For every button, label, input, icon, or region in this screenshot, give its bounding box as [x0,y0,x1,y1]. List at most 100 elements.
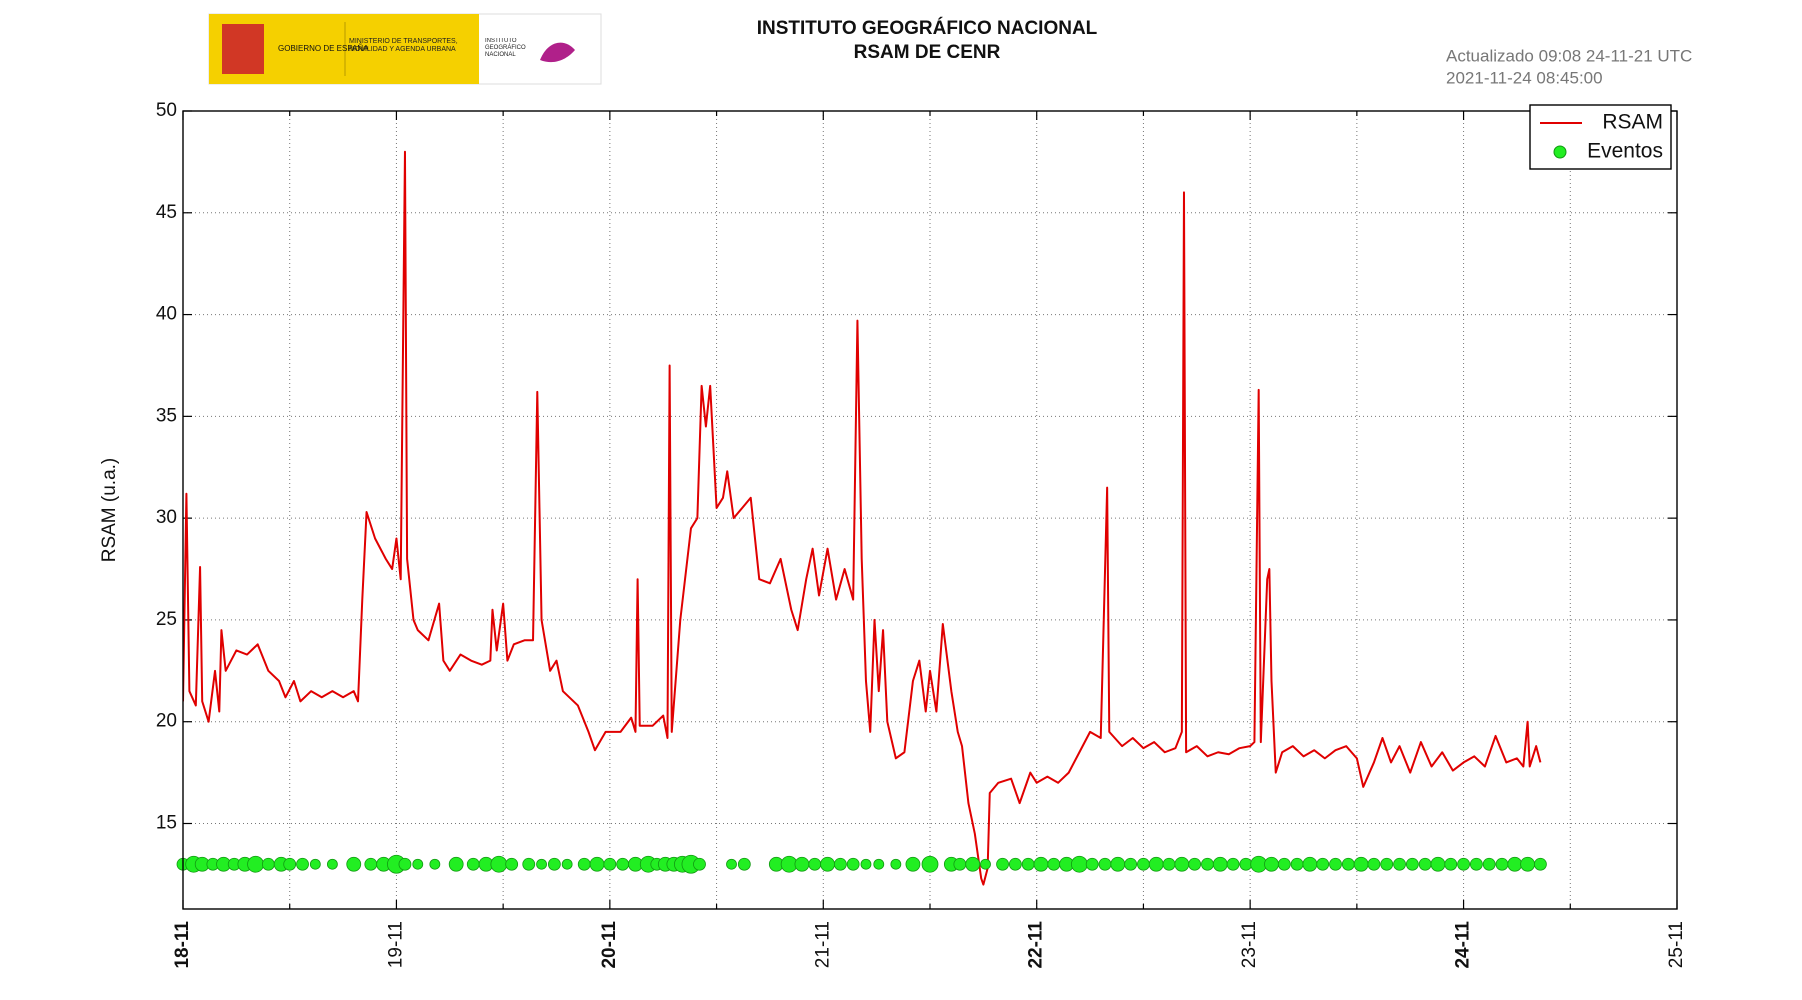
event-dot [1047,857,1061,871]
x-tick-label: 18-11 [172,921,193,969]
event-dot [1482,857,1496,871]
chart-title: INSTITUTO GEOGRÁFICO NACIONAL [757,17,1098,39]
event-dot [820,856,835,872]
logo-text: INSTITUTO GEOGRÁFICO NACIONAL [485,38,526,58]
event-dot [536,858,547,870]
event-dot [1444,857,1458,871]
x-tick-label: 23-11 [1239,921,1260,968]
event-dot [1085,857,1099,871]
event-dot [1469,857,1483,871]
event-dot [921,855,939,873]
event-dot [1495,857,1509,871]
event-dot [980,858,991,870]
event-dot [846,857,860,871]
coat-of-arms [222,24,264,74]
event-dot [547,857,561,871]
event-dot [737,857,751,871]
y-tick-label: 50 [156,100,177,121]
event-dot [1137,857,1150,871]
event-dot [1353,856,1369,872]
x-tick-label: 19-11 [385,921,406,968]
event-dot [283,857,297,871]
event-dot [1033,856,1049,872]
event-dot [1239,857,1253,871]
event-dot [833,857,847,871]
update-note: Actualizado 09:08 24-11-21 UTC [1446,46,1692,65]
y-tick-label: 15 [156,813,177,834]
event-dot [1290,857,1304,871]
legend-label: Eventos [1587,140,1663,163]
event-dot [965,856,981,872]
x-tick-label: 25-11 [1666,921,1687,968]
event-dot [1174,856,1190,872]
event-dot [522,857,536,871]
event-dot [1148,856,1164,872]
x-tick-label: 21-11 [812,921,833,968]
x-tick-label: 24-11 [1453,921,1474,969]
event-dot [1418,857,1432,871]
y-tick-label: 25 [156,609,177,630]
event-dot [1316,857,1330,871]
event-dot [346,856,362,872]
event-dot [1341,857,1355,871]
event-dot [1226,857,1240,871]
legend-box [1529,104,1672,170]
event-dot [296,857,309,871]
event-dot [490,855,508,873]
event-dot [1430,856,1446,872]
event-dot [1162,857,1176,871]
event-dot [326,858,338,870]
rsam-line [183,150,1542,886]
event-dot [448,856,464,872]
event-dot [1367,857,1381,871]
event-dot [890,858,902,870]
y-tick-label: 45 [156,202,177,223]
y-tick-label: 35 [156,405,177,426]
event-dot [860,858,872,870]
x-tick-label: 20-11 [599,921,620,969]
event-dot [794,856,810,872]
event-dot [1302,856,1318,872]
logo-text-box: INSTITUTO GEOGRÁFICO NACIONAL [485,38,526,58]
chart-subtitle: RSAM DE CENR [854,42,1001,63]
event-dot [561,858,573,870]
event-dot [1212,856,1228,872]
event-dot [1393,857,1406,871]
logo-text-box: MINISTERIO DE TRANSPORTES, MOVILIDAD Y A… [349,38,458,53]
y-tick-label: 20 [156,711,177,732]
event-dot [1071,855,1088,873]
event-dot [1110,856,1126,872]
event-dot [429,858,441,870]
event-dot [1124,857,1138,871]
event-dot [905,856,921,872]
event-dot [1264,856,1279,872]
event-dot [1277,857,1291,871]
y-tick-label: 40 [156,304,177,325]
event-dot [726,858,737,870]
event-dot [616,857,630,871]
timestamp-note: 2021-11-24 08:45:00 [1446,68,1603,87]
event-dot [466,857,480,871]
event-dot [693,857,706,871]
event-dot [873,858,885,870]
event-dot [1008,857,1022,871]
event-dot [996,857,1009,871]
event-dot [1201,857,1214,871]
event-dot [1457,857,1470,871]
y-tick-label: 30 [156,507,177,528]
event-dot [1188,857,1202,871]
event-dot [589,856,605,872]
event-dot [1329,857,1342,871]
logo: GOBIERNO DE ESPAÑA MINISTERIO DE TRANSPO… [208,13,602,85]
logo-text: GOBIERNO DE ESPAÑA [278,44,369,53]
legend-label: RSAM [1602,111,1663,134]
event-dot [577,857,591,871]
event-dot [261,857,275,871]
event-dot [1520,856,1535,872]
event-dot [398,857,412,871]
event-dot [953,857,967,871]
event-dot [1507,856,1523,872]
plot-frame [182,110,1678,910]
event-dot [309,858,321,870]
